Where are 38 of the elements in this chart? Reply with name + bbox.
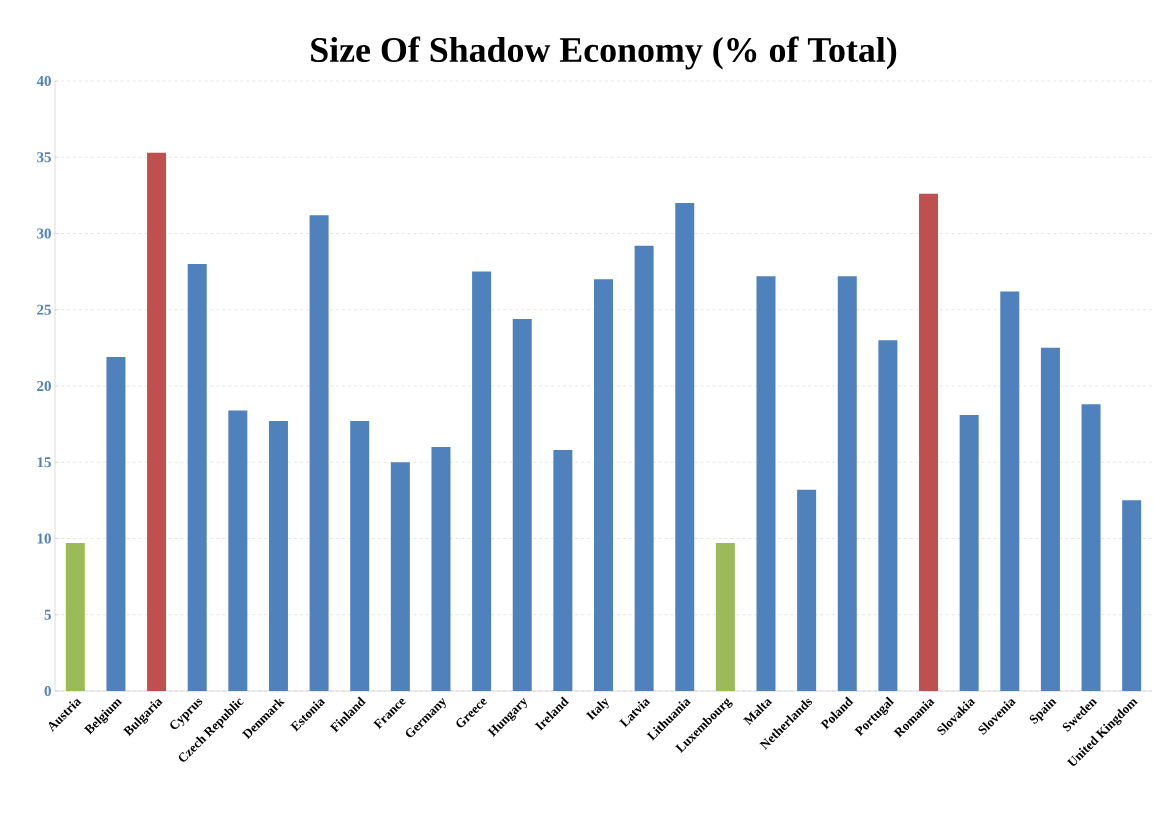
bar bbox=[634, 245, 654, 691]
bar bbox=[512, 318, 532, 691]
bar bbox=[715, 543, 735, 691]
y-tick-label: 0 bbox=[44, 685, 51, 697]
y-tick-label: 40 bbox=[36, 75, 51, 87]
bar bbox=[390, 462, 410, 691]
bar bbox=[878, 340, 898, 691]
bar bbox=[187, 264, 207, 691]
chart-title: Size Of Shadow Economy (% of Total) bbox=[311, 36, 897, 70]
bar bbox=[228, 410, 248, 691]
bar bbox=[1122, 500, 1142, 691]
bar bbox=[309, 215, 329, 691]
bar bbox=[675, 202, 695, 691]
y-tick-label: 35 bbox=[37, 152, 51, 163]
bar bbox=[837, 276, 857, 691]
bar bbox=[593, 279, 613, 691]
y-tick-label: 10 bbox=[37, 533, 51, 544]
y-tick-label: 30 bbox=[37, 228, 51, 239]
bar bbox=[959, 414, 979, 691]
y-tick-label: 20 bbox=[37, 380, 51, 392]
bar bbox=[350, 421, 370, 691]
x-tick-label: Italy bbox=[585, 698, 609, 721]
bar bbox=[797, 489, 817, 691]
y-tick-label: 25 bbox=[37, 304, 51, 315]
bar bbox=[268, 421, 288, 691]
bar bbox=[919, 193, 939, 691]
y-tick-label: 5 bbox=[44, 609, 51, 620]
bar bbox=[472, 271, 492, 691]
bar bbox=[1040, 347, 1060, 691]
bar bbox=[431, 447, 451, 691]
y-tick-label: 15 bbox=[37, 457, 51, 468]
bar bbox=[65, 543, 85, 691]
bar bbox=[553, 450, 573, 691]
bar bbox=[106, 357, 126, 691]
bar bbox=[147, 152, 167, 691]
bar bbox=[756, 276, 776, 691]
bar bbox=[1000, 291, 1020, 691]
bar bbox=[1081, 404, 1101, 691]
